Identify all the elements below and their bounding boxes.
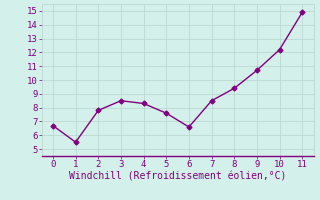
X-axis label: Windchill (Refroidissement éolien,°C): Windchill (Refroidissement éolien,°C)	[69, 172, 286, 182]
